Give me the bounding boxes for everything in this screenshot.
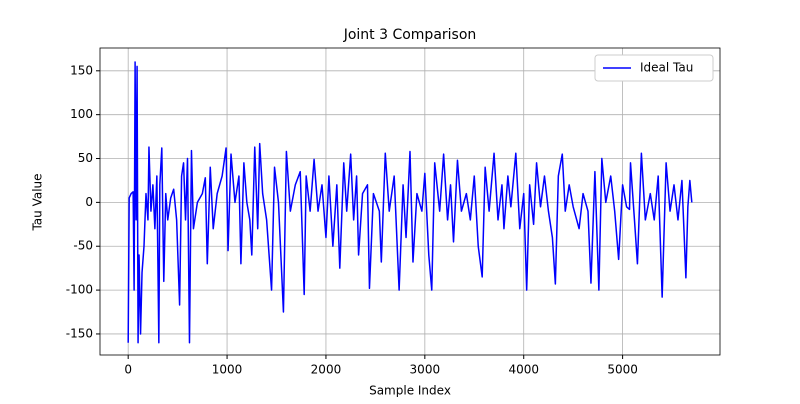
y-tick-label: 50: [78, 151, 93, 165]
y-tick-label: 0: [85, 195, 93, 209]
legend-label: Ideal Tau: [640, 61, 693, 75]
y-tick-label: 100: [70, 107, 93, 121]
chart-title: Joint 3 Comparison: [343, 27, 477, 43]
legend-box: [594, 54, 714, 82]
x-axis-label: Sample Index: [369, 384, 451, 398]
x-tick-label: 3000: [410, 363, 441, 377]
y-tick-label: -50: [73, 239, 93, 253]
y-tick-label: 150: [70, 63, 93, 77]
y-axis-label: Tau Value: [31, 173, 45, 231]
y-tick-label: -150: [66, 326, 93, 340]
data-line: [127, 61, 693, 344]
x-tick-label: 1000: [212, 363, 243, 377]
y-tick-label: -100: [66, 283, 93, 297]
x-tick-label: 5000: [607, 363, 638, 377]
x-tick-label: 0: [124, 363, 132, 377]
plot-frame: [99, 47, 721, 356]
x-tick-label: 4000: [508, 363, 539, 377]
x-tick-label: 2000: [311, 363, 342, 377]
